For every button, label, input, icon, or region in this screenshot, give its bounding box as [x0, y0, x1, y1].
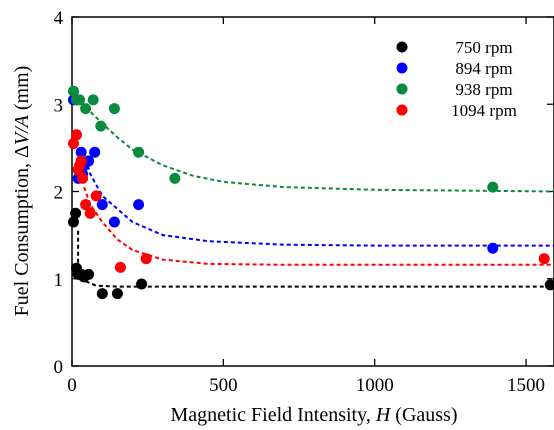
data-point — [75, 146, 87, 158]
legend-marker — [396, 41, 408, 53]
data-point — [77, 172, 89, 184]
data-point — [544, 279, 554, 291]
fit-curves — [71, 90, 554, 288]
data-point — [80, 103, 92, 115]
fit-curve — [77, 230, 554, 288]
data-point — [108, 103, 120, 115]
data-point — [133, 199, 145, 211]
legend-marker — [396, 62, 408, 74]
x-tick-label: 500 — [209, 375, 238, 396]
axis-ticks: 0 500 1000 1500 0 1 2 3 4 — [54, 8, 554, 396]
legend: 750 rpm 894 rpm 938 rpm 1094 rpm — [396, 38, 517, 120]
legend-marker — [396, 104, 408, 116]
y-tick-label: 4 — [54, 8, 64, 29]
legend-marker — [396, 83, 408, 95]
data-point — [133, 146, 145, 158]
data-point — [487, 242, 499, 254]
x-tick-label: 0 — [67, 375, 77, 396]
y-tick-label: 0 — [54, 357, 64, 378]
legend-label: 1094 rpm — [451, 101, 517, 120]
data-point — [538, 253, 550, 265]
data-point — [70, 207, 82, 219]
data-point — [96, 288, 108, 300]
fit-curve — [71, 90, 554, 193]
data-point — [84, 207, 96, 219]
data-point — [71, 129, 82, 141]
data-point — [108, 216, 120, 228]
data-point — [136, 278, 148, 290]
y-tick-label: 1 — [54, 270, 64, 291]
data-point — [80, 199, 92, 211]
fit-curve — [83, 151, 554, 247]
legend-label: 938 rpm — [455, 80, 512, 99]
y-tick-label: 3 — [54, 95, 64, 116]
x-tick-label: 1500 — [507, 375, 545, 396]
x-tick-label: 1000 — [356, 375, 394, 396]
data-point — [140, 253, 152, 265]
data-point — [114, 261, 126, 273]
data-point — [68, 85, 79, 97]
data-point — [169, 172, 181, 184]
data-point — [90, 190, 102, 202]
data-point — [87, 94, 99, 106]
data-point — [68, 138, 79, 149]
data-point — [83, 268, 95, 280]
fit-curve — [83, 186, 554, 266]
data-point — [75, 155, 87, 167]
y-axis-label: Fuel Consumption, ΔV/A (mm) — [11, 66, 33, 317]
legend-label: 894 rpm — [455, 59, 512, 78]
data-point — [111, 288, 123, 300]
data-point — [89, 146, 101, 158]
data-point — [95, 120, 107, 132]
data-point — [487, 181, 499, 193]
data-point — [74, 94, 86, 106]
data-points — [68, 85, 554, 300]
y-tick-label: 2 — [54, 183, 64, 204]
data-point — [96, 199, 108, 211]
x-axis-label: Magnetic Field Intensity, H (Gauss) — [170, 404, 457, 426]
legend-label: 750 rpm — [455, 38, 512, 57]
data-point — [68, 216, 79, 228]
